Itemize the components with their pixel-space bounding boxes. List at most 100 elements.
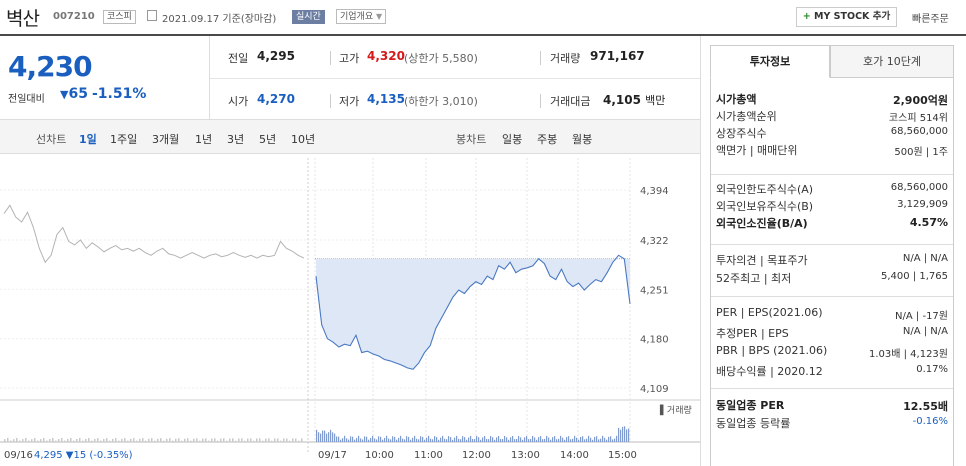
period-1d[interactable]: 1일 xyxy=(79,133,97,146)
header-divider xyxy=(0,34,966,36)
candle-daily[interactable]: 일봉 xyxy=(502,133,523,146)
volume-bar-today xyxy=(344,435,346,442)
volume-bar-today xyxy=(436,437,438,442)
volume-bar-prev xyxy=(277,438,279,442)
volume-bar-today xyxy=(514,439,516,442)
open-value: 4,270 xyxy=(257,92,295,106)
volume-bar-today xyxy=(490,436,492,442)
volume-bar-today xyxy=(524,437,526,442)
info-value: 4.57% xyxy=(909,216,948,229)
period-5y[interactable]: 5년 xyxy=(259,133,277,146)
volume-bar-prev xyxy=(232,438,234,442)
today-series xyxy=(315,254,631,370)
info-value: N/A | N/A xyxy=(902,253,948,264)
tab-invest-info[interactable]: 투자정보 xyxy=(710,45,830,78)
lower-limit: (하한가 3,010) xyxy=(404,95,478,108)
volume-bar-today xyxy=(604,437,606,442)
volume-bar-today xyxy=(526,436,528,442)
volume-bar-today xyxy=(562,437,564,442)
period-1w[interactable]: 1주일 xyxy=(110,133,138,146)
volume-bar-today xyxy=(548,437,550,442)
x-tick-label: 12:00 xyxy=(462,450,491,461)
candle-monthly[interactable]: 월봉 xyxy=(572,133,593,146)
quick-order-link[interactable]: 빠른주문 xyxy=(912,14,949,25)
volume-bar-prev xyxy=(184,438,186,442)
volume-bar-today xyxy=(350,436,352,442)
volume-bar-today xyxy=(540,436,542,442)
line-chart-label: 선차트 xyxy=(36,133,67,146)
volume-bar-today xyxy=(442,435,444,442)
divider xyxy=(540,94,541,108)
volume-bar-prev xyxy=(295,438,297,442)
period-1y[interactable]: 1년 xyxy=(195,133,213,146)
volume-legend: ▌거래량 xyxy=(659,404,692,416)
below-prev-close-area xyxy=(316,258,630,370)
volume-bar-today xyxy=(494,439,496,442)
company-overview-dropdown[interactable]: 기업개요 ▼ xyxy=(336,9,387,24)
volume-bar-today xyxy=(402,438,404,442)
volume-bar-today xyxy=(358,435,360,442)
volume-bar-prev xyxy=(58,439,60,442)
volume-bar-prev xyxy=(76,438,78,442)
volume-bar-today xyxy=(462,436,464,442)
volume-bar-today xyxy=(618,427,620,442)
price-chart[interactable]: 4,394 4,322 4,251 4,180 4,109 ▌거래량 09/17 10:00 1… xyxy=(0,154,700,466)
period-3y[interactable]: 3년 xyxy=(227,133,245,146)
volume-bar-today xyxy=(446,439,448,442)
volume-bar-prev xyxy=(4,439,6,442)
volume-bar-today xyxy=(416,438,418,442)
volume-bar-today xyxy=(334,433,336,442)
y-tick-label: 4,109 xyxy=(640,384,669,395)
volume-bar-prev xyxy=(133,438,135,442)
volume-bar-today xyxy=(444,438,446,442)
live-badge[interactable]: 실시간 xyxy=(292,10,325,24)
volume-bar-today xyxy=(408,436,410,442)
volume-bar-today xyxy=(382,439,384,442)
volume-bar-today xyxy=(584,439,586,442)
volume-bar-prev xyxy=(262,440,264,442)
volume-bar-today xyxy=(336,436,338,442)
volume-bar-prev xyxy=(211,438,213,442)
volume-bar-today xyxy=(322,430,324,442)
change-label: 전일대비 xyxy=(8,94,45,105)
volume-bar-prev xyxy=(154,440,156,442)
candle-weekly[interactable]: 주봉 xyxy=(537,133,558,146)
volume-bar-prev xyxy=(31,439,33,442)
volume-bar-prev xyxy=(214,438,216,442)
info-label: 액면가 | 매매단위 xyxy=(716,144,798,157)
volume-bar-prev xyxy=(292,438,294,442)
price-box xyxy=(0,36,210,120)
info-label: 동일업종 PER xyxy=(716,399,785,412)
period-3m[interactable]: 3개월 xyxy=(152,133,180,146)
volume-bar-prev xyxy=(151,438,153,442)
volume-bar-today xyxy=(390,439,392,442)
volume-bar-prev xyxy=(199,440,201,442)
volume-bar-prev xyxy=(283,438,285,442)
prev-value: 4,295 xyxy=(257,49,295,63)
volume-bar-today xyxy=(564,439,566,442)
volume-bar-today xyxy=(496,437,498,442)
x-tick-label: 15:00 xyxy=(608,450,637,461)
volume-bar-today xyxy=(356,438,358,442)
volume-bar-today xyxy=(478,437,480,442)
volume-bar-today xyxy=(512,436,514,442)
chart-right-border xyxy=(700,36,701,466)
volume-bar-today xyxy=(340,439,342,442)
stats-box xyxy=(210,36,700,120)
volume-bar-today xyxy=(362,439,364,442)
calendar-icon xyxy=(147,10,157,21)
volume-bar-prev xyxy=(112,438,114,442)
volume-bar-today xyxy=(428,435,430,442)
volume-bar-prev xyxy=(163,440,165,442)
info-label: PBR | BPS (2021.06) xyxy=(716,344,828,357)
add-my-stock-button[interactable]: + MY STOCK 추가 xyxy=(796,7,897,27)
open-label: 시가 xyxy=(228,95,249,108)
info-divider xyxy=(711,174,953,175)
volume-bar-today xyxy=(320,433,322,442)
prev-label: 전일 xyxy=(228,52,249,65)
x-tick-label: 14:00 xyxy=(560,450,589,461)
tab-orderbook[interactable]: 호가 10단계 xyxy=(830,45,954,78)
volume-bar-today xyxy=(426,437,428,442)
period-10y[interactable]: 10년 xyxy=(291,133,316,146)
volume-bar-today xyxy=(472,438,474,442)
